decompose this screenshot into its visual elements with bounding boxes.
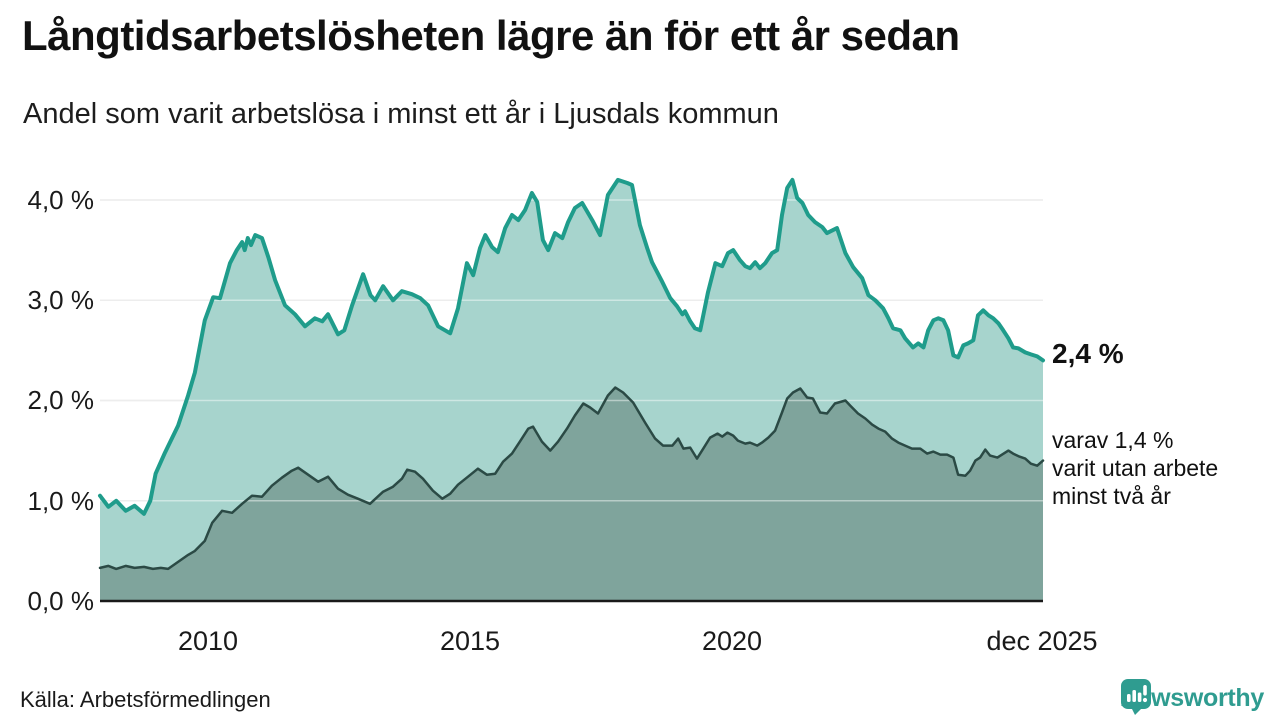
series-end-value-label: 2,4 % — [1052, 338, 1124, 369]
newsworthy-icon — [1120, 679, 1151, 715]
gridlines-over — [100, 199, 1043, 502]
x-tick-label: 2015 — [440, 626, 500, 656]
x-tick-label: dec 2025 — [986, 626, 1097, 656]
x-tick-label: 2020 — [702, 626, 762, 656]
annotation-line: varit utan arbete — [1052, 455, 1219, 481]
series-areas — [100, 179, 1043, 601]
annotation-line: varav 1,4 % — [1052, 427, 1174, 453]
x-axis-labels: 2010 2015 2020 dec 2025 — [178, 626, 1098, 656]
source-attribution: Källa: Arbetsförmedlingen — [20, 687, 271, 712]
y-tick-label: 1,0 % — [28, 486, 95, 516]
y-axis-labels: 4,0 % 3,0 % 2,0 % 1,0 % 0,0 % — [28, 185, 95, 616]
series-line-0 — [98, 177, 1045, 516]
series-area-1 — [100, 387, 1043, 601]
series-secondary-annotation: varav 1,4 % varit utan arbete minst två … — [1052, 426, 1218, 510]
y-tick-label: 3,0 % — [28, 285, 95, 315]
chart-subtitle: Andel som varit arbetslösa i minst ett å… — [23, 98, 779, 130]
y-tick-label: 0,0 % — [28, 586, 95, 616]
brand-logo: Newsworthy — [1120, 678, 1264, 718]
y-tick-label: 4,0 % — [28, 185, 95, 215]
page-title: Långtidsarbetslösheten lägre än för ett … — [22, 12, 960, 59]
series-line-1 — [98, 386, 1045, 571]
annotation-line: minst två år — [1052, 483, 1171, 509]
x-tick-label: 2010 — [178, 626, 238, 656]
series-lines — [98, 177, 1045, 571]
y-tick-label: 2,0 % — [28, 385, 95, 415]
